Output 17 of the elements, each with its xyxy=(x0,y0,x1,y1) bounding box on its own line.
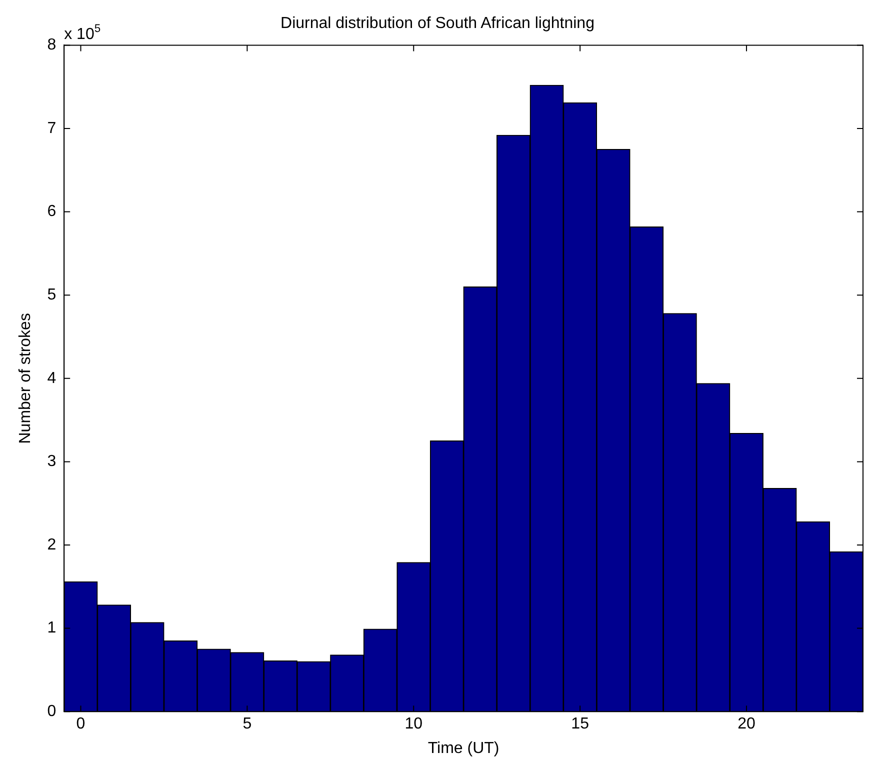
x-tick-label: 10 xyxy=(404,716,423,733)
y-tick-label: 1 xyxy=(47,620,56,637)
y-tick-label: 4 xyxy=(47,370,56,387)
chart-title: Diurnal distribution of South African lightning xyxy=(280,15,594,32)
y-tick-label: 3 xyxy=(47,453,56,470)
y-tick-label: 7 xyxy=(47,120,56,137)
y-tick-label: 6 xyxy=(47,203,56,220)
y-tick-label: 2 xyxy=(47,536,56,554)
y-tick-label: 0 xyxy=(47,703,56,720)
y-tick-label: 8 xyxy=(47,36,56,54)
y-tick-label: 5 xyxy=(47,286,56,304)
x-tick-label: 5 xyxy=(242,716,252,733)
y-axis-title: Number of strokes xyxy=(17,313,34,444)
x-tick-label: 20 xyxy=(738,716,756,733)
x-axis-title: Time (UT) xyxy=(428,740,500,757)
x-tick-label: 0 xyxy=(76,716,86,733)
x-tick-label: 15 xyxy=(571,716,590,733)
